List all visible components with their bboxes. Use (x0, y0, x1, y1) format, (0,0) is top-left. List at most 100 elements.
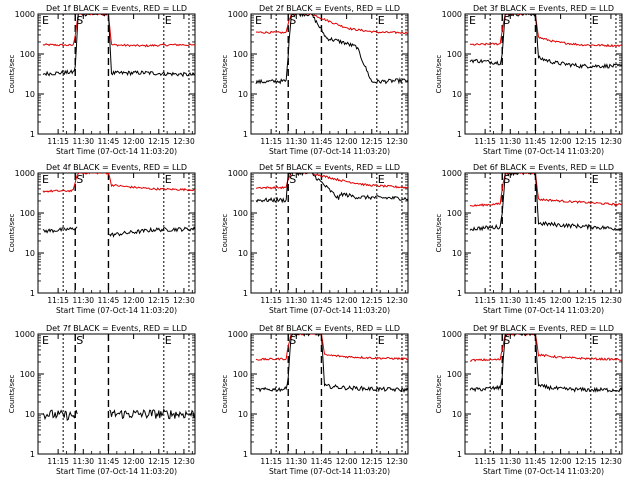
x-tick-label: 12:15 (361, 296, 383, 305)
interval-marker-label: E (378, 334, 385, 347)
y-axis-label: Counts/sec (435, 375, 443, 414)
y-tick-label: 1000 (442, 330, 462, 339)
x-tick-label: 11:45 (311, 457, 333, 466)
x-tick-label: 12:00 (550, 296, 572, 305)
x-tick-label: 11:45 (525, 137, 547, 146)
plot-frame (464, 13, 623, 135)
interval-marker-label: S (76, 173, 83, 186)
x-tick-label: 12:15 (148, 137, 170, 146)
x-tick-label: 12:00 (550, 137, 572, 146)
x-tick-label: 11:30 (72, 137, 94, 146)
x-tick-label: 12:00 (336, 296, 358, 305)
plot-title: Det 2f BLACK = Events, RED = LLD (259, 4, 400, 13)
x-tick-label: 11:45 (311, 296, 333, 305)
x-tick-label: 11:30 (499, 296, 521, 305)
y-tick-label: 10 (238, 249, 248, 258)
interval-marker-label: E (42, 173, 49, 186)
interval-marker-label: E (42, 14, 49, 27)
y-tick-label: 1000 (228, 169, 248, 178)
x-tick-label: 12:15 (361, 457, 383, 466)
interval-marker-label: S (76, 14, 83, 27)
y-tick-label: 1 (457, 130, 462, 139)
lld-series-line (255, 173, 408, 190)
y-tick-label: 1 (30, 130, 35, 139)
y-tick-label: 10 (238, 410, 248, 419)
interval-marker-label: E (255, 14, 262, 27)
plot-title: Det 8f BLACK = Events, RED = LLD (259, 324, 400, 333)
y-tick-label: 10 (238, 90, 248, 99)
x-axis-label: Start Time (07-Oct-14 11:03:20) (56, 306, 177, 315)
y-tick-label: 100 (447, 50, 462, 59)
plot-title: Det 5f BLACK = Events, RED = LLD (259, 163, 400, 172)
x-tick-label: 11:30 (72, 457, 94, 466)
y-tick-label: 100 (233, 50, 248, 59)
y-tick-label: 100 (233, 209, 248, 218)
y-tick-label: 1 (243, 130, 248, 139)
plot-title: Det 4f BLACK = Events, RED = LLD (46, 163, 187, 172)
x-tick-label: 12:15 (575, 457, 597, 466)
interval-marker-label: E (592, 334, 599, 347)
x-tick-label: 11:15 (474, 137, 496, 146)
plot-panel-8: Det 8f BLACK = Events, RED = LLD Counts/s… (221, 324, 409, 476)
y-axis-label: Counts/sec (8, 375, 16, 414)
interval-marker-label: S (76, 334, 83, 347)
y-tick-label: 10 (25, 249, 35, 258)
plot-frame (464, 172, 623, 294)
x-axis-label: Start Time (07-Oct-14 11:03:20) (483, 467, 604, 476)
x-tick-label: 12:30 (600, 457, 622, 466)
x-tick-label: 11:15 (260, 137, 282, 146)
plot-panel-1: Det 1f BLACK = Events, RED = LLD Counts/s… (8, 4, 196, 156)
x-tick-label: 12:30 (173, 296, 195, 305)
x-tick-label: 12:15 (361, 137, 383, 146)
x-tick-label: 12:00 (123, 296, 145, 305)
x-tick-label: 11:45 (525, 457, 547, 466)
y-tick-label: 1000 (15, 330, 35, 339)
x-tick-label: 12:15 (575, 137, 597, 146)
y-tick-label: 1000 (442, 169, 462, 178)
x-tick-label: 11:45 (98, 457, 120, 466)
y-axis-label: Counts/sec (221, 375, 229, 414)
x-tick-label: 11:45 (311, 137, 333, 146)
y-tick-label: 1 (30, 450, 35, 459)
interval-marker-label: E (378, 173, 385, 186)
lld-series-line (255, 334, 408, 361)
interval-marker-label: S (289, 14, 296, 27)
y-tick-label: 1 (457, 450, 462, 459)
x-tick-label: 12:30 (386, 296, 408, 305)
interval-marker-label: E (165, 334, 172, 347)
plot-title: Det 7f BLACK = Events, RED = LLD (46, 324, 187, 333)
plot-title: Det 6f BLACK = Events, RED = LLD (473, 163, 614, 172)
x-tick-label: 11:45 (98, 137, 120, 146)
plot-panel-9: Det 9f BLACK = Events, RED = LLD Counts/s… (435, 324, 623, 476)
y-axis-label: Counts/sec (8, 55, 16, 94)
y-tick-label: 100 (20, 370, 35, 379)
interval-marker-label: E (469, 14, 476, 27)
x-tick-label: 11:30 (285, 296, 307, 305)
x-axis-label: Start Time (07-Oct-14 11:03:20) (483, 306, 604, 315)
x-tick-label: 12:15 (148, 457, 170, 466)
y-tick-label: 1000 (15, 10, 35, 19)
y-tick-label: 10 (25, 410, 35, 419)
lld-series-line (42, 14, 195, 48)
x-tick-label: 11:15 (260, 457, 282, 466)
x-tick-label: 11:15 (260, 296, 282, 305)
lld-series-line (42, 173, 195, 193)
x-tick-label: 11:30 (499, 137, 521, 146)
events-series-line (469, 173, 622, 232)
events-series-line (42, 226, 78, 234)
interval-marker-label: E (165, 173, 172, 186)
x-tick-label: 11:15 (474, 296, 496, 305)
x-tick-label: 11:30 (72, 296, 94, 305)
interval-marker-label: E (42, 334, 49, 347)
interval-marker-label: S (503, 14, 510, 27)
x-tick-label: 11:15 (474, 457, 496, 466)
y-tick-label: 1 (30, 289, 35, 298)
lld-series-line (469, 14, 622, 48)
plot-panel-3: Det 3f BLACK = Events, RED = LLD Counts/s… (435, 4, 623, 156)
x-tick-label: 12:00 (550, 457, 572, 466)
events-series-line (469, 334, 622, 393)
plot-frame (464, 333, 623, 455)
y-tick-label: 1000 (228, 330, 248, 339)
interval-marker-label: S (289, 334, 296, 347)
lld-series-line (255, 14, 408, 35)
